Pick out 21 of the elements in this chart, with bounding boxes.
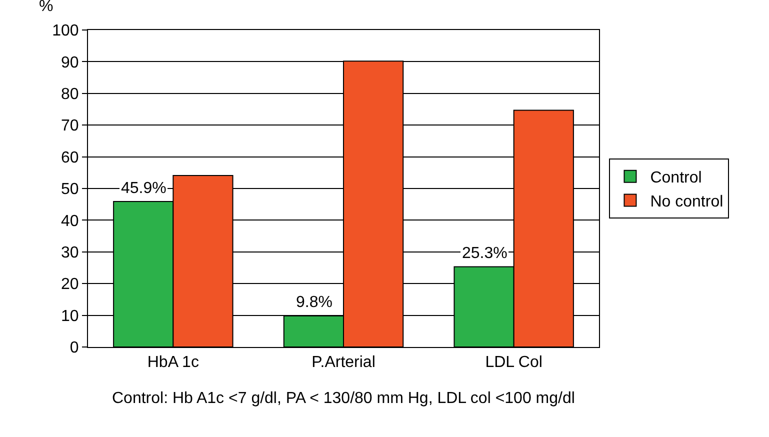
y-tick-label: 0: [70, 340, 79, 357]
x-tick-label: P.Arterial: [312, 354, 376, 372]
x-tick-label: HbA 1c: [147, 354, 199, 372]
data-label: 45.9%: [121, 180, 166, 197]
data-label: 9.8%: [296, 294, 332, 311]
data-label: 25.3%: [462, 245, 508, 262]
y-tick-label: 80: [61, 86, 79, 103]
y-tick-label: 20: [61, 276, 79, 294]
legend-label: No control: [650, 193, 724, 210]
y-tick-label: 90: [61, 54, 79, 72]
text: Control: Hb A1c <7 g/dl, PA < 130/80 mm Hg, LDL col <100 mg/dl: [112, 390, 575, 407]
y-tick-label: 40: [61, 212, 79, 230]
y-axis-title: %: [39, 0, 54, 15]
y-tick-label: 10: [61, 308, 79, 325]
y-tick-label: 50: [61, 181, 79, 198]
y-tick-label: 60: [61, 149, 79, 166]
x-tick-label: LDL Col: [485, 354, 542, 372]
legend-label: Control: [650, 170, 702, 187]
y-tick-label: 100: [52, 22, 79, 40]
y-tick-label: 30: [61, 244, 79, 262]
y-tick-label: 70: [61, 118, 79, 135]
